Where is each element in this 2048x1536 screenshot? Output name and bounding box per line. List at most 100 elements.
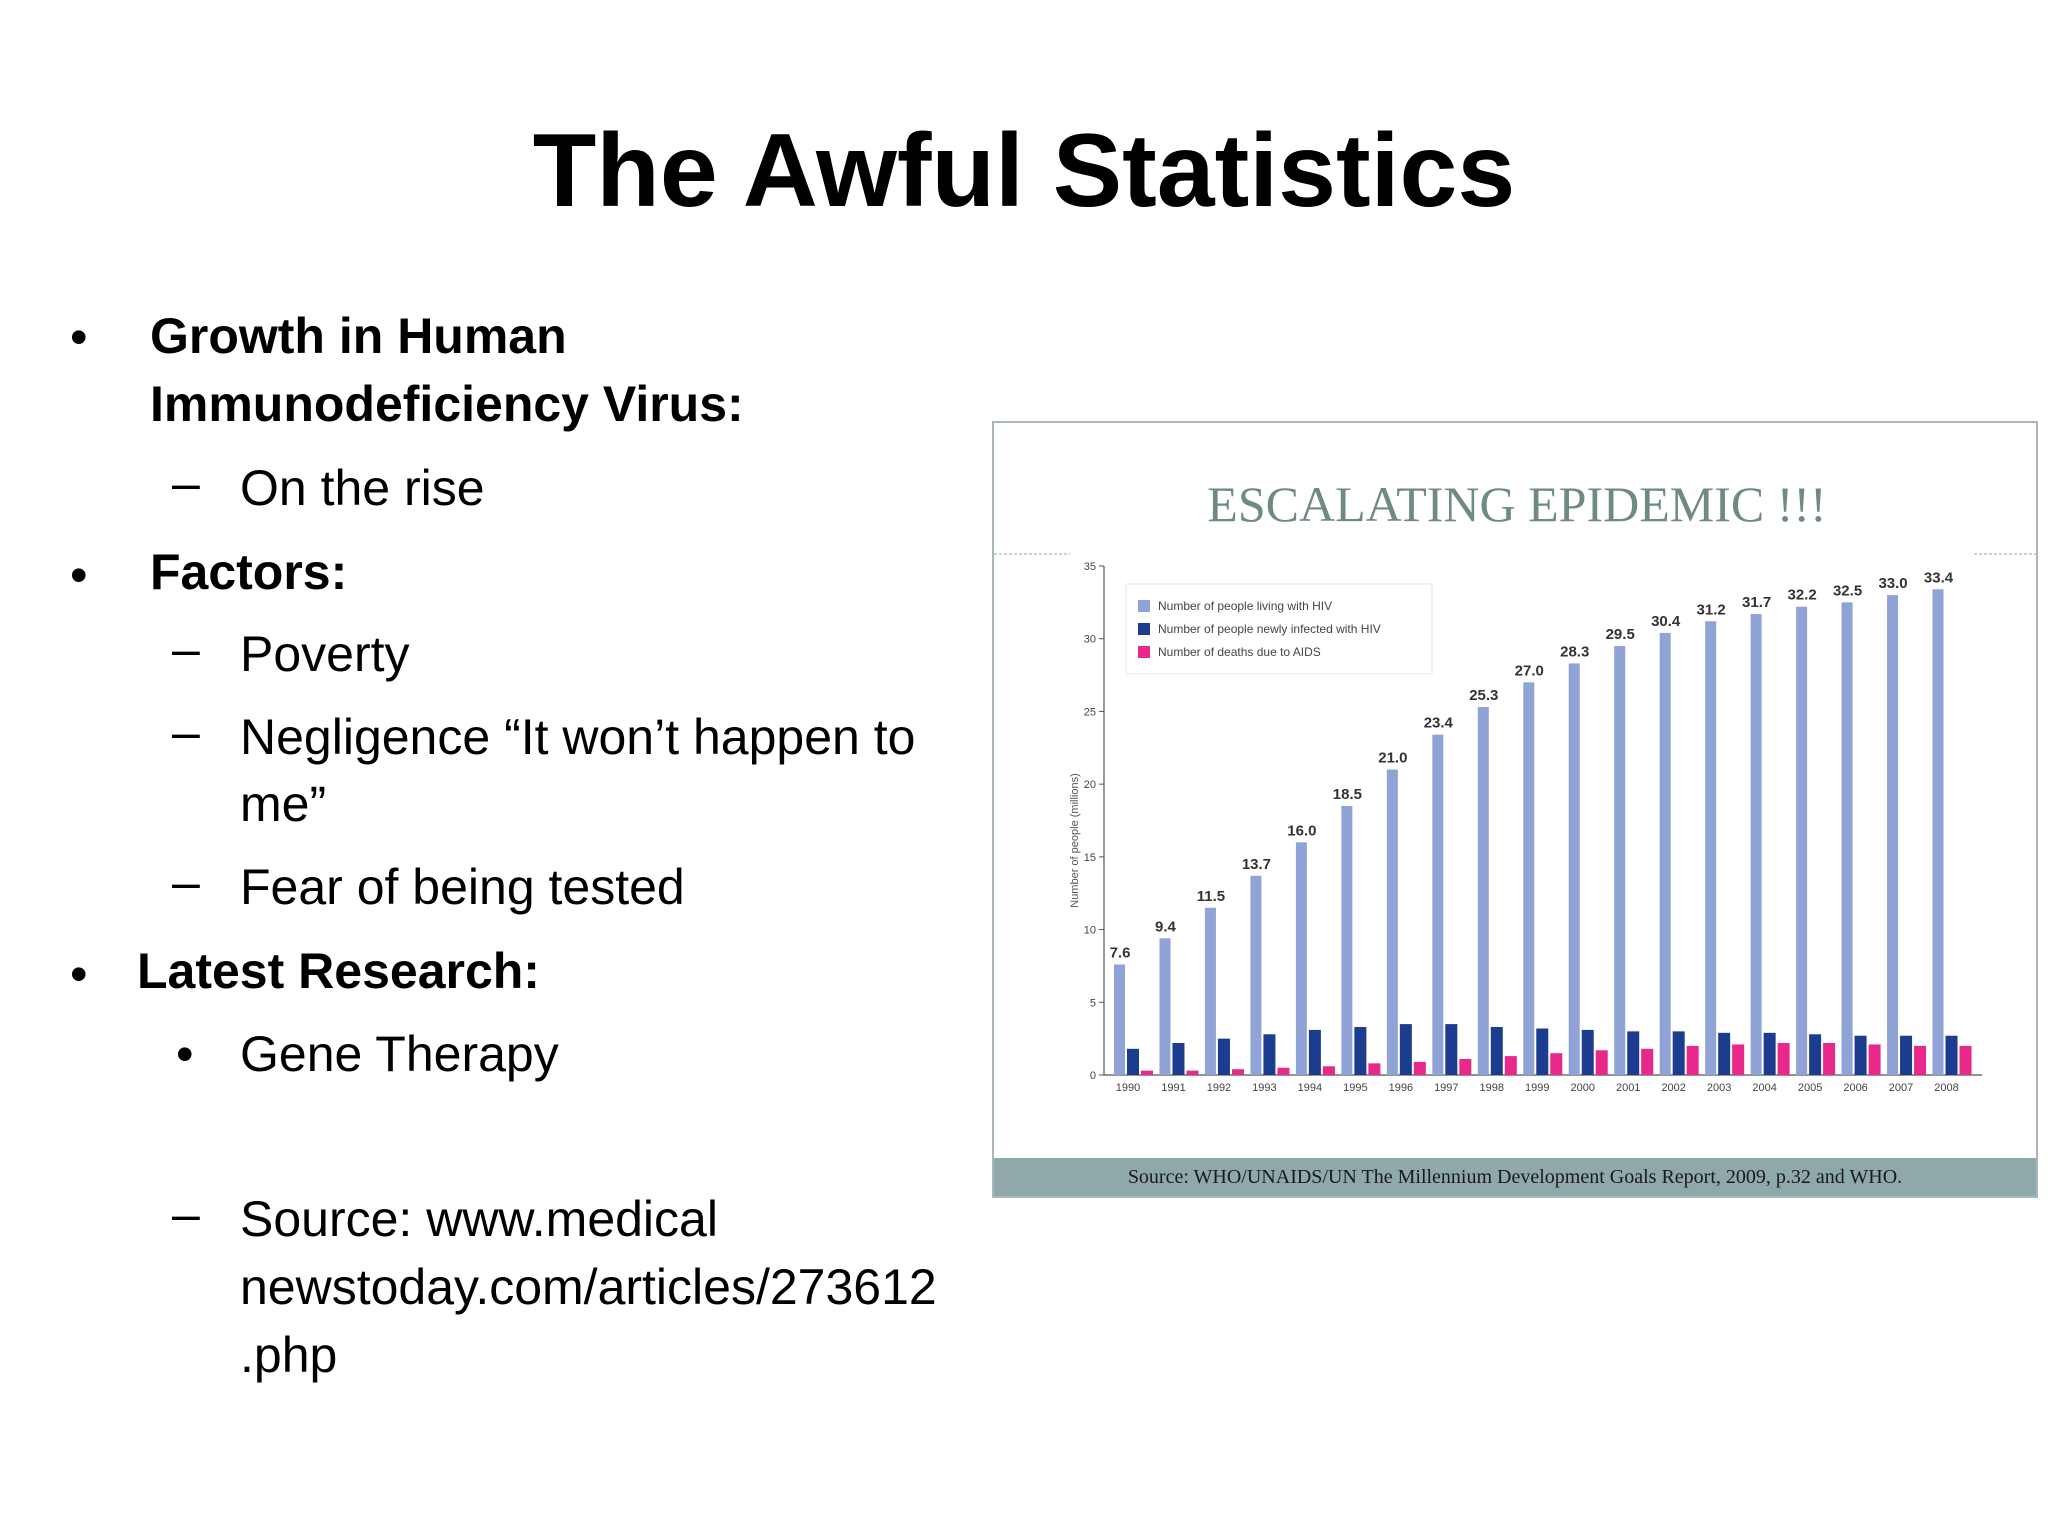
x-tick-label: 2000 (1570, 1082, 1594, 1094)
bar-newly-infected (1354, 1027, 1367, 1075)
bar-deaths (1141, 1070, 1153, 1075)
y-tick-label: 20 (1084, 779, 1096, 791)
x-tick-label: 1992 (1207, 1082, 1231, 1094)
dash-glyph: – (172, 854, 200, 910)
bar-living (1796, 606, 1808, 1075)
sub-item-poverty: Poverty (240, 626, 410, 682)
bar-living (1386, 769, 1398, 1075)
bar-living (1159, 938, 1171, 1075)
slide-title: The Awful Statistics (532, 113, 1516, 229)
data-label: 32.5 (1833, 582, 1862, 599)
y-tick-label: 35 (1084, 561, 1096, 573)
bar-newly-infected (1217, 1038, 1230, 1075)
bar-deaths (1459, 1059, 1472, 1075)
x-tick-label: 1991 (1161, 1082, 1185, 1094)
bar-newly-infected (1945, 1035, 1958, 1075)
x-tick-label: 2004 (1752, 1082, 1776, 1094)
x-tick-label: 2006 (1843, 1082, 1867, 1094)
dash-glyph: – (172, 621, 200, 677)
chart-title: ESCALATING EPIDEMIC !!! (1207, 476, 1827, 532)
bar-living (1114, 964, 1125, 1075)
source-link-line3[interactable]: .php (240, 1327, 338, 1383)
x-tick-label: 1996 (1389, 1082, 1413, 1094)
x-tick-label: 2003 (1707, 1082, 1731, 1094)
chart-source: Source: WHO/UNAIDS/UN The Millennium Dev… (994, 1158, 2036, 1196)
data-label: 29.5 (1606, 626, 1635, 643)
x-tick-label: 1993 (1252, 1082, 1276, 1094)
data-label: 11.5 (1197, 888, 1225, 905)
bar-living (1659, 632, 1671, 1075)
dash-glyph: – (172, 455, 200, 511)
source-link-line2[interactable]: newstoday.com/articles/273612 (240, 1259, 937, 1315)
bar-living (1705, 621, 1717, 1075)
x-tick-label: 1990 (1116, 1082, 1140, 1094)
dash-glyph: – (172, 1186, 200, 1242)
data-label: 23.4 (1424, 715, 1454, 732)
sub-item-rise: On the rise (240, 460, 485, 516)
data-label: 21.0 (1378, 750, 1407, 767)
bar-deaths (1413, 1061, 1426, 1075)
dash-glyph: – (172, 704, 200, 760)
bar-newly-infected (1627, 1031, 1640, 1075)
bar-living (1614, 645, 1626, 1075)
data-label: 9.4 (1155, 918, 1177, 935)
bar-deaths (1777, 1043, 1790, 1075)
bar-newly-infected (1536, 1028, 1549, 1075)
bar-newly-infected (1445, 1024, 1458, 1075)
bar-newly-infected (1763, 1032, 1776, 1075)
bar-chart: 0 5 10 15 20 25 30 35 Number of people (millions… (994, 553, 2036, 1094)
bar-newly-infected (1809, 1034, 1822, 1075)
data-label: 33.4 (1924, 569, 1954, 586)
bar-living (1841, 602, 1853, 1075)
y-tick-label: 15 (1084, 852, 1096, 864)
legend-label: Number of people newly infected with HIV (1158, 622, 1381, 636)
bar-deaths (1277, 1067, 1290, 1075)
bar-newly-infected (1581, 1029, 1594, 1075)
legend-swatch (1138, 600, 1150, 612)
x-tick-label: 2005 (1798, 1082, 1822, 1094)
x-tick-label: 2008 (1934, 1082, 1958, 1094)
bar-deaths (1550, 1053, 1563, 1075)
y-tick-label: 5 (1090, 997, 1096, 1009)
y-tick-label: 25 (1084, 706, 1096, 718)
bullet-glyph: • (70, 946, 88, 1002)
data-label: 27.0 (1515, 662, 1544, 679)
data-label: 30.4 (1651, 613, 1681, 630)
bar-living (1250, 875, 1262, 1075)
data-label: 31.2 (1697, 601, 1726, 618)
bar-newly-infected (1308, 1029, 1321, 1075)
x-tick-label: 1995 (1343, 1082, 1367, 1094)
y-tick-label: 10 (1084, 925, 1096, 937)
data-label: 25.3 (1469, 687, 1498, 704)
x-tick-label: 1994 (1298, 1082, 1322, 1094)
source-link-line1[interactable]: Source: www.medical (240, 1191, 718, 1247)
x-tick-label: 2002 (1661, 1082, 1685, 1094)
bar-living (1750, 613, 1762, 1075)
bar-newly-infected (1718, 1032, 1731, 1075)
legend-swatch (1138, 623, 1150, 635)
bar-living (1932, 589, 1944, 1075)
x-tick-label: 1999 (1525, 1082, 1549, 1094)
sub-item-fear: Fear of being tested (240, 859, 685, 915)
bar-deaths (1595, 1050, 1608, 1075)
bar-deaths (1686, 1045, 1699, 1075)
bullet-hiv-line2: Immunodeficiency Virus: (150, 376, 744, 432)
bar-newly-infected (1127, 1048, 1139, 1075)
y-tick-label: 0 (1090, 1070, 1096, 1082)
y-tick-label: 30 (1084, 634, 1096, 646)
bullet-latest-research: Latest Research: (137, 943, 540, 999)
legend-label: Number of deaths due to AIDS (1158, 645, 1321, 659)
bar-deaths (1823, 1043, 1836, 1075)
bullet-glyph: • (70, 309, 88, 365)
data-label: 7.6 (1110, 944, 1131, 961)
bar-newly-infected (1900, 1035, 1913, 1075)
bar-deaths (1504, 1056, 1517, 1075)
bar-deaths (1322, 1066, 1335, 1075)
legend-box (1125, 583, 1433, 675)
x-tick-label: 2001 (1616, 1082, 1640, 1094)
data-label: 18.5 (1333, 786, 1362, 803)
x-tick-label: 2007 (1889, 1082, 1913, 1094)
sub-item-negligence-line1: Negligence “It won’t happen to (240, 709, 916, 765)
bar-newly-infected (1672, 1031, 1685, 1075)
bar-living (1568, 663, 1580, 1075)
